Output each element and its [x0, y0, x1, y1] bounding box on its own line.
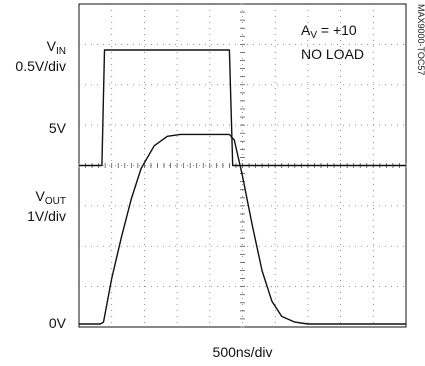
vout-label: VOUT: [35, 188, 66, 207]
tick-0v: 0V: [48, 315, 66, 331]
load-annotation: NO LOAD: [301, 46, 365, 62]
x-axis-label: 500ns/div: [212, 344, 273, 360]
gain-annotation: AV = +10: [301, 22, 357, 41]
vin-scale: 0.5V/div: [15, 58, 66, 74]
tick-5v: 5V: [48, 120, 66, 136]
vout-scale: 1V/div: [27, 208, 66, 224]
figure-id: MAX9000-TOC57: [416, 4, 425, 76]
trace-out: [79, 133, 406, 325]
trace-in: [79, 49, 406, 167]
grid: [78, 3, 407, 328]
vin-label: VIN: [46, 38, 66, 57]
traces: [79, 49, 406, 325]
